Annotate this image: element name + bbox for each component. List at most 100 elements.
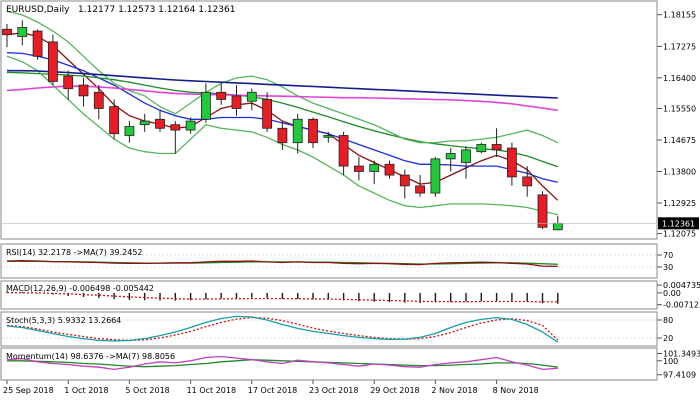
candle-body (461, 149, 471, 163)
date-axis: 25 Sep 2018 1 Oct 2018 5 Oct 2018 11 Oct 20… (3, 380, 539, 395)
price-tick-label: 1.14675 (663, 136, 696, 145)
stoch-signal-line (6, 316, 559, 342)
panel-tick-label: 70 (663, 251, 673, 260)
rsi-line (6, 260, 558, 268)
price-panel-frame (0, 0, 658, 240)
bear-candle (48, 34, 58, 86)
bear-candle (338, 131, 349, 176)
candle-body (399, 174, 410, 187)
candle-body (369, 163, 380, 172)
macd-label: MACD(12,26,9) -0.006498 -0.005442 (6, 284, 154, 293)
candle-body (491, 144, 502, 151)
bull-candle (200, 83, 211, 123)
panel-tick-label: 30 (663, 263, 673, 272)
panel-tick-label: -0.007123 (663, 301, 700, 310)
momentum-plot (6, 355, 558, 371)
panel-tick-label: 80 (663, 316, 673, 325)
candle-body (430, 158, 441, 194)
stoch-panel: 80 20 Stoch(5,3,3) 5.9332 13.2664 (0, 311, 673, 347)
bear-candle (399, 169, 410, 199)
bear-candle (155, 110, 165, 132)
bull-candle (430, 157, 441, 197)
bear-candle (522, 166, 533, 197)
candle-body (93, 91, 104, 109)
candle-body (262, 99, 273, 129)
ma-line-ma-navy (7, 69, 558, 99)
bull-candle (445, 148, 456, 172)
bear-candle (63, 70, 74, 100)
price-panel: 1.18155 1.17275 1.16400 1.15550 1.14675 1.138… (0, 0, 699, 240)
bear-candle (277, 121, 288, 150)
stoch-panel-frame (0, 311, 658, 347)
date-tick-label: 1 Oct 2018 (64, 386, 108, 395)
price-tick-label: 1.16400 (663, 74, 696, 83)
price-tick-label: 1.15550 (663, 104, 696, 113)
date-tick-label: 25 Sep 2018 (3, 386, 54, 395)
candle-body (323, 135, 334, 138)
rsi-panel-frame (0, 243, 658, 279)
bear-candle (231, 85, 242, 116)
candle-body (308, 118, 318, 144)
rsi-label: RSI(14) 32.2178 ->MA(7) 39.2452 (6, 248, 143, 257)
bull-candle (17, 20, 28, 46)
rsi-plot (2, 254, 657, 268)
candle-body (552, 222, 563, 231)
candle-body (338, 135, 349, 167)
bear-candle (491, 128, 502, 158)
bull-candle (246, 88, 257, 111)
bull-candle (323, 131, 334, 143)
momentum-line (6, 355, 558, 371)
stoch-label: Stoch(5,3,3) 5.9332 13.2664 (6, 316, 121, 325)
candle-body (216, 91, 227, 100)
candle-body (155, 118, 165, 129)
panel-tick-label: 100 (663, 357, 678, 366)
stoch-axis: 80 20 (657, 316, 673, 343)
symbol-timeframe: EURUSD,Daily (6, 5, 70, 15)
candles (2, 20, 563, 231)
date-tick-label: 5 Oct 2018 (125, 386, 169, 395)
candle-body (231, 95, 242, 109)
candle-body (109, 106, 119, 135)
last-price-label: 1.12361 (662, 219, 695, 228)
candle-body (170, 124, 181, 131)
bear-candle (262, 92, 273, 132)
date-tick-label: 23 Oct 2018 (309, 386, 358, 395)
candle-body (78, 84, 89, 97)
bear-candle (109, 99, 119, 140)
bear-candle (537, 191, 548, 230)
date-tick-label: 2 Nov 2018 (431, 386, 477, 395)
candle-body (48, 41, 58, 82)
bear-candle (78, 77, 89, 107)
candle-body (445, 153, 456, 160)
candle-body (124, 126, 135, 136)
bull-candle (476, 142, 487, 154)
date-tick-label: 11 Oct 2018 (187, 386, 236, 395)
ma-line-ma-lightgreen (6, 10, 559, 144)
price-tick-label: 1.13800 (663, 167, 696, 176)
candle-body (537, 194, 548, 228)
candle-body (522, 176, 533, 187)
macd-panel-frame (0, 280, 658, 310)
stoch-plot (2, 315, 657, 343)
bear-candle (384, 160, 395, 179)
ohlc-readout: 1.12177 1.12573 1.12164 1.12361 (78, 5, 235, 15)
date-tick-label: 8 Nov 2018 (493, 386, 539, 395)
price-tick-label: 1.12075 (663, 230, 696, 239)
candle-body (32, 30, 43, 57)
candle-body (139, 120, 150, 126)
candle-body (2, 28, 12, 36)
candle-body (200, 91, 211, 120)
date-tick-label: 29 Oct 2018 (370, 386, 419, 395)
last-price-tag (658, 217, 699, 230)
candle-body (246, 91, 257, 102)
bull-candle (292, 113, 303, 154)
panel-tick-label: 0.00 (663, 289, 681, 298)
bear-candle (170, 121, 181, 154)
panel-tick-label: 20 (663, 334, 673, 343)
